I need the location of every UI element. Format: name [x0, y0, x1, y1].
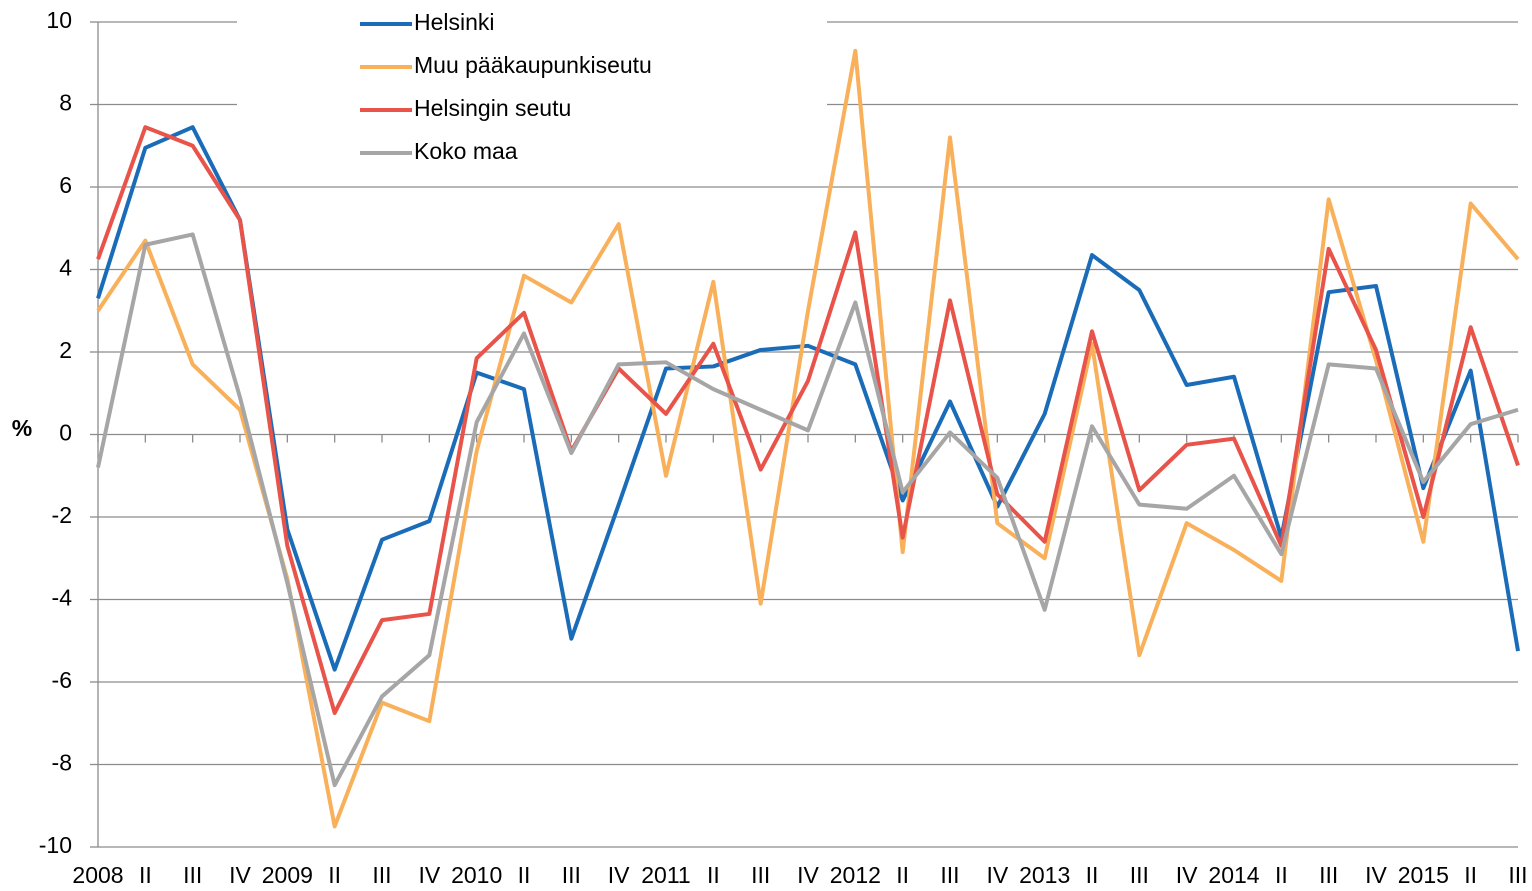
series-line	[96, 48, 1520, 829]
x-tick-label: 2015	[1398, 862, 1449, 888]
y-tick-label: 4	[59, 255, 72, 281]
x-tick-label: III	[940, 862, 959, 888]
x-tick-label: IV	[608, 862, 630, 888]
x-tick-label: III	[562, 862, 581, 888]
x-tick-label: IV	[1176, 862, 1198, 888]
x-tick-label: IV	[418, 862, 440, 888]
x-tick-label: III	[1130, 862, 1149, 888]
x-tick-label: II	[1086, 862, 1099, 888]
x-tick-label: IV	[797, 862, 819, 888]
x-tick-label: III	[183, 862, 202, 888]
y-axis-label: %	[12, 415, 32, 441]
x-tick-label: 2011	[641, 862, 690, 888]
x-tick-label: 2008	[72, 862, 123, 888]
x-tick-label: III	[1319, 862, 1338, 888]
series-line	[96, 125, 1520, 715]
x-tick-label: IV	[1365, 862, 1387, 888]
y-tick-label: 8	[59, 90, 72, 116]
y-tick-label: 10	[46, 7, 72, 33]
x-tick-label: II	[896, 862, 909, 888]
y-tick-label: -10	[39, 832, 72, 858]
x-tick-label: IV	[986, 862, 1008, 888]
x-tick-label: II	[707, 862, 720, 888]
x-tick-label: III	[372, 862, 391, 888]
x-tick-label: 2009	[262, 862, 313, 888]
legend-label: Helsinki	[414, 9, 495, 35]
y-tick-label: 0	[59, 420, 72, 446]
y-tick-label: -6	[52, 667, 72, 693]
legend-background	[237, 4, 827, 182]
x-tick-label: II	[1275, 862, 1288, 888]
y-tick-label: -2	[52, 502, 72, 528]
y-tick-label: 6	[59, 172, 72, 198]
x-tick-label: II	[518, 862, 531, 888]
x-tick-label: III	[1508, 862, 1527, 888]
x-tick-label: II	[328, 862, 341, 888]
x-tick-label: 2010	[451, 862, 502, 888]
series-line	[96, 232, 1519, 788]
y-tick-label: -8	[52, 750, 72, 776]
legend-label: Helsingin seutu	[414, 95, 571, 121]
x-tick-label: II	[139, 862, 152, 888]
x-tick-label: II	[1464, 862, 1477, 888]
x-tick-label: 2013	[1019, 862, 1070, 888]
legend-label: Koko maa	[414, 138, 518, 164]
x-tick-label: IV	[229, 862, 251, 888]
x-tick-label: III	[751, 862, 770, 888]
x-tick-label: 2012	[830, 862, 881, 888]
x-tick-label: 2014	[1208, 862, 1259, 888]
y-tick-label: -4	[52, 585, 73, 611]
y-tick-label: 2	[59, 337, 72, 363]
legend-label: Muu pääkaupunkiseutu	[414, 52, 652, 78]
